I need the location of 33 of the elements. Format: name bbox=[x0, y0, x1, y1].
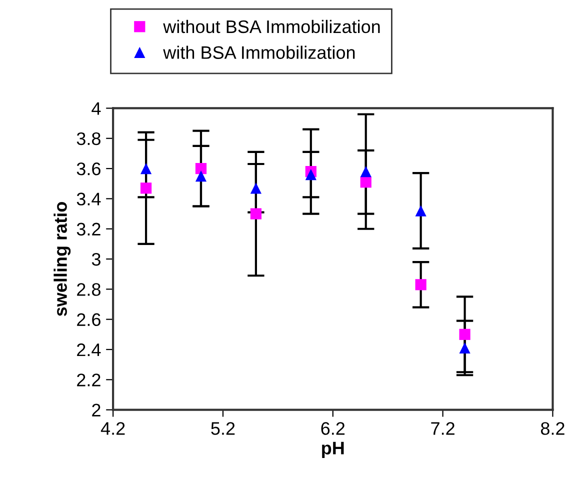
y-tick-label: 2.8 bbox=[77, 283, 100, 296]
point bbox=[360, 176, 372, 188]
point bbox=[140, 162, 152, 174]
point bbox=[415, 279, 426, 290]
point bbox=[195, 170, 207, 182]
y-axis-title: swelling ratio bbox=[54, 202, 71, 316]
x-tick-label: 8.2 bbox=[540, 422, 564, 435]
point bbox=[360, 166, 372, 178]
y-tick-label: 2.6 bbox=[77, 313, 100, 326]
x-tick-label: 6.2 bbox=[321, 422, 345, 435]
point bbox=[250, 182, 262, 194]
x-axis-title: pH bbox=[322, 442, 344, 458]
x-tick-label: 7.2 bbox=[431, 422, 454, 435]
y-tick-label: 3.6 bbox=[76, 162, 100, 176]
x-tick-label: 5.2 bbox=[211, 422, 235, 435]
x-tick-label: 4.2 bbox=[100, 422, 125, 435]
y-tick-label: 2.2 bbox=[77, 374, 100, 386]
legend-label: with BSA Immobilization bbox=[163, 46, 355, 59]
y-tick-label: 2.4 bbox=[77, 343, 101, 356]
point bbox=[140, 182, 152, 194]
y-tick-label: 4 bbox=[92, 102, 101, 115]
point bbox=[250, 208, 262, 220]
point bbox=[195, 162, 207, 174]
y-tick-label: 2 bbox=[92, 404, 100, 416]
y-tick-label: 3.2 bbox=[76, 222, 100, 236]
point bbox=[305, 169, 316, 180]
y-tick-label: 3 bbox=[92, 252, 100, 266]
y-tick-label: 3.8 bbox=[76, 132, 100, 146]
point bbox=[415, 205, 426, 216]
legend-label: without BSA Immobilization bbox=[163, 20, 380, 34]
point bbox=[459, 342, 470, 354]
point bbox=[459, 328, 470, 340]
y-tick-label: 3.4 bbox=[76, 192, 101, 206]
